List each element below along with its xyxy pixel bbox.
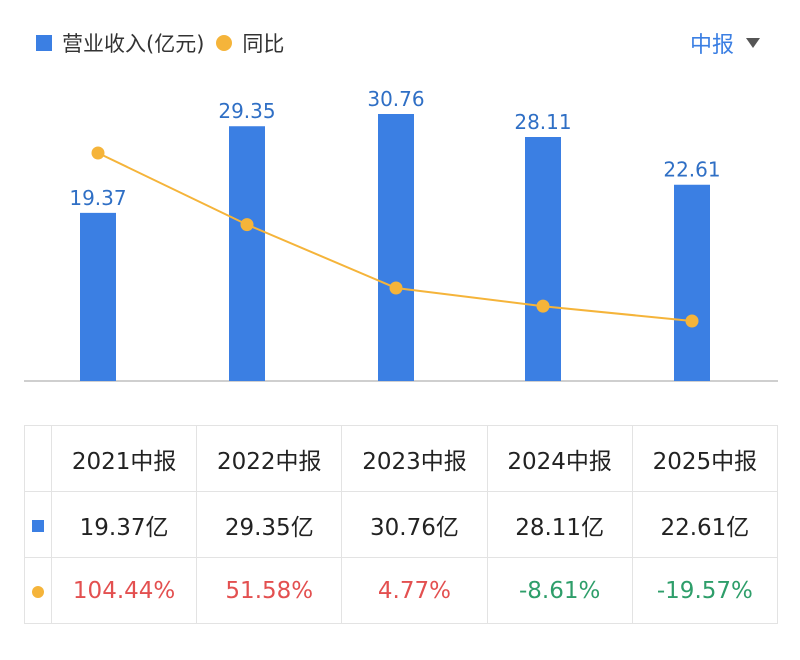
revenue-cell: 22.61亿	[631, 491, 779, 558]
period-selector-label[interactable]: 中报	[689, 33, 734, 58]
revenue-legend-square-icon	[36, 35, 52, 51]
yoy-point	[240, 218, 254, 232]
yoy-point	[685, 314, 699, 328]
bar-value-label: 30.76	[367, 87, 424, 111]
period-selector[interactable]: 中报	[690, 26, 760, 60]
revenue-cell: 19.37亿	[50, 491, 198, 558]
caret-down-icon[interactable]	[746, 38, 760, 48]
bar	[525, 137, 561, 381]
yoy-point	[389, 281, 403, 295]
header-cell: 2025中报	[631, 425, 779, 492]
bar	[229, 126, 265, 381]
yoy-cell: 51.58%	[196, 557, 343, 624]
yoy-row: 104.44% 51.58% 4.77% -8.61% -19.57%	[24, 557, 779, 624]
yoy-dot-icon	[32, 585, 44, 598]
bar-value-label: 19.37	[69, 186, 126, 210]
revenue-cell: 30.76亿	[341, 491, 488, 558]
bar	[378, 114, 414, 381]
bar	[674, 184, 710, 381]
revenue-cell: 28.11亿	[486, 491, 633, 558]
yoy-legend-label: 同比	[242, 32, 285, 56]
yoy-cell: -19.57%	[631, 557, 779, 624]
yoy-cell: 104.44%	[50, 557, 198, 624]
yoy-row-key	[24, 557, 52, 624]
revenue-legend-label: 营业收入(亿元)	[62, 32, 205, 56]
revenue-cell: 29.35亿	[196, 491, 343, 558]
bar-value-label: 22.61	[663, 158, 720, 182]
table-corner-cell	[24, 425, 52, 492]
bar	[80, 212, 116, 381]
header-cell: 2024中报	[486, 425, 633, 492]
revenue-row: 19.37亿 29.35亿 30.76亿 28.11亿 22.61亿	[24, 491, 779, 558]
yoy-point	[536, 299, 550, 313]
yoy-point	[91, 146, 105, 160]
chart-legend: 营业收入(亿元) 同比	[36, 26, 284, 60]
revenue-row-key	[24, 491, 52, 558]
revenue-chart: 19.37 29.35 30.76 28.11 22.61	[24, 87, 778, 382]
data-table: 2021中报 2022中报 2023中报 2024中报 2025中报 19.37…	[24, 425, 779, 624]
table-header-row: 2021中报 2022中报 2023中报 2024中报 2025中报	[24, 425, 779, 492]
header-cell: 2023中报	[341, 425, 488, 492]
revenue-square-icon	[32, 519, 44, 532]
header-cell: 2021中报	[50, 425, 198, 492]
bar-value-label: 29.35	[218, 99, 275, 123]
header-cell: 2022中报	[196, 425, 343, 492]
yoy-cell: -8.61%	[486, 557, 633, 624]
yoy-legend-dot-icon	[216, 35, 233, 51]
bar-value-label: 28.11	[514, 110, 571, 134]
yoy-cell: 4.77%	[341, 557, 488, 624]
